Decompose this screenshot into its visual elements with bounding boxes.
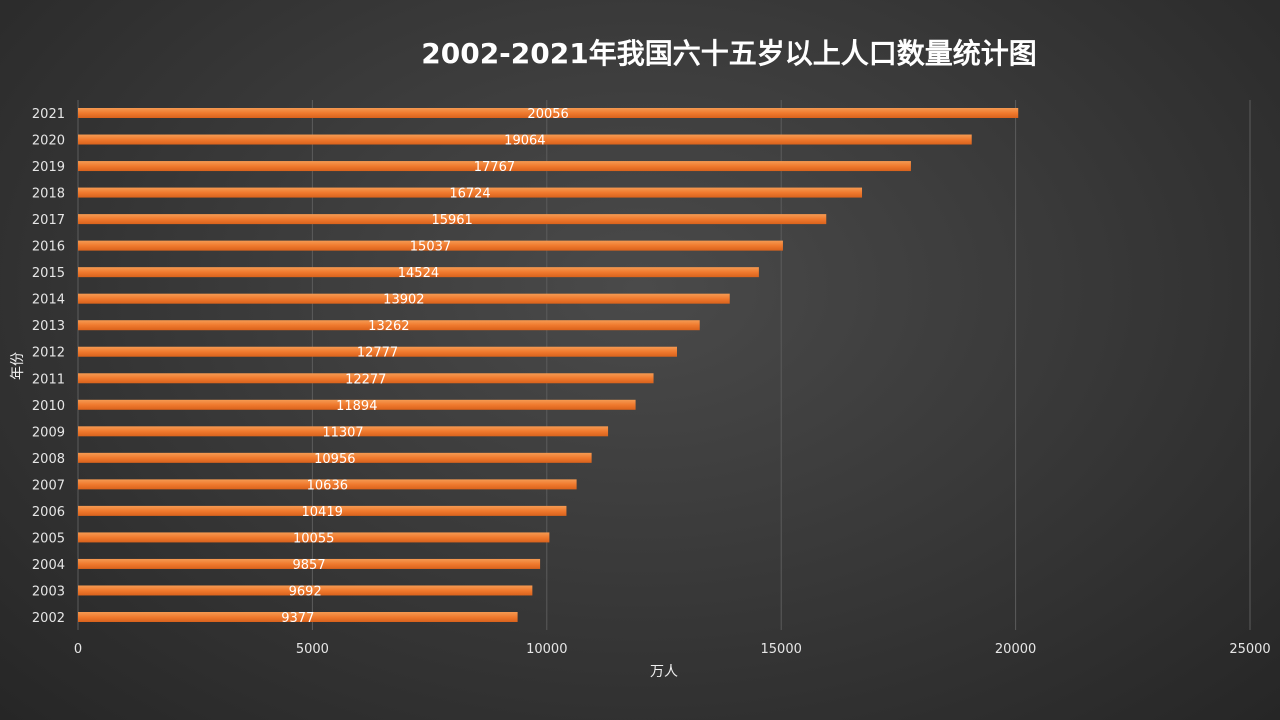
- bar-2010: [78, 399, 636, 410]
- y-tick-label: 2017: [32, 213, 65, 228]
- y-tick-labels: 2002 2003 2004 2005 2006 2007 2008 2009 2010 2011…: [32, 107, 65, 626]
- gridlines: [77, 100, 1251, 630]
- bar-2011: [78, 373, 654, 384]
- data-label-2003: 9692: [289, 584, 322, 599]
- bar-2007: [78, 479, 577, 490]
- y-tick-label: 2020: [32, 134, 65, 149]
- data-label-2006: 10419: [302, 505, 343, 520]
- data-label-2012: 12777: [357, 346, 398, 361]
- bar-2013: [78, 320, 700, 331]
- data-label-2015: 14524: [398, 266, 439, 281]
- bar-2008: [78, 452, 592, 463]
- bar-2021: [78, 108, 1019, 118]
- data-label-2018: 16724: [449, 187, 490, 202]
- data-label-2007: 10636: [307, 478, 348, 493]
- data-label-2021: 20056: [527, 107, 568, 122]
- y-tick-label: 2008: [32, 452, 65, 467]
- data-label-2020: 19064: [504, 134, 545, 149]
- data-label-2016: 15037: [410, 240, 451, 255]
- bar-2017: [78, 214, 827, 225]
- y-tick-label: 2011: [32, 372, 65, 387]
- x-tick-label: 15000: [761, 642, 802, 657]
- y-tick-label: 2021: [32, 107, 65, 122]
- data-labels: 9377 9692 9857 10055 10419 10636 10956 11307 118…: [281, 107, 569, 626]
- data-label-2011: 12277: [345, 372, 386, 387]
- y-tick-label: 2006: [32, 505, 65, 520]
- y-tick-label: 2002: [32, 611, 65, 626]
- data-label-2013: 13262: [368, 319, 409, 334]
- bar-2016: [78, 240, 783, 251]
- data-label-2010: 11894: [336, 399, 377, 414]
- y-axis-title: 年份: [10, 352, 26, 380]
- chart-title: 2002-2021年我国六十五岁以上人口数量统计图: [421, 37, 1036, 70]
- bar-2005: [78, 532, 550, 543]
- y-tick-label: 2018: [32, 187, 65, 202]
- bar-2020: [78, 134, 972, 145]
- x-tick-label: 0: [74, 642, 82, 657]
- bar-2002: [78, 612, 518, 622]
- x-tick-label: 5000: [296, 642, 329, 657]
- data-label-2002: 9377: [281, 611, 314, 626]
- data-label-2005: 10055: [293, 531, 334, 546]
- bar-2006: [78, 505, 567, 516]
- y-tick-label: 2019: [32, 160, 65, 175]
- x-tick-label: 20000: [995, 642, 1036, 657]
- bar-2014: [78, 293, 730, 304]
- y-tick-label: 2004: [32, 558, 65, 573]
- bar-2009: [78, 426, 609, 437]
- y-tick-label: 2003: [32, 584, 65, 599]
- y-tick-label: 2009: [32, 425, 65, 440]
- data-label-2004: 9857: [293, 558, 326, 573]
- data-label-2008: 10956: [314, 452, 355, 467]
- y-tick-label: 2010: [32, 399, 65, 414]
- bar-2015: [78, 267, 759, 278]
- x-tick-label: 10000: [526, 642, 567, 657]
- x-tick-label: 25000: [1229, 642, 1270, 657]
- bar-2012: [78, 346, 677, 357]
- x-tick-labels: 0 5000 10000 15000 20000 25000: [74, 642, 1271, 657]
- bar-2003: [78, 585, 533, 596]
- y-tick-label: 2015: [32, 266, 65, 281]
- y-tick-label: 2007: [32, 478, 65, 493]
- data-label-2017: 15961: [431, 213, 472, 228]
- x-axis-title: 万人: [650, 664, 678, 680]
- y-tick-label: 2012: [32, 346, 65, 361]
- bars: [78, 108, 1019, 622]
- bar-2018: [78, 187, 863, 198]
- y-tick-label: 2014: [32, 293, 65, 308]
- data-label-2009: 11307: [322, 425, 363, 440]
- bar-2019: [78, 161, 911, 172]
- data-label-2014: 13902: [383, 293, 424, 308]
- data-label-2019: 17767: [474, 160, 515, 175]
- bar-2004: [78, 558, 541, 569]
- y-tick-label: 2005: [32, 531, 65, 546]
- y-tick-label: 2013: [32, 319, 65, 334]
- y-tick-label: 2016: [32, 240, 65, 255]
